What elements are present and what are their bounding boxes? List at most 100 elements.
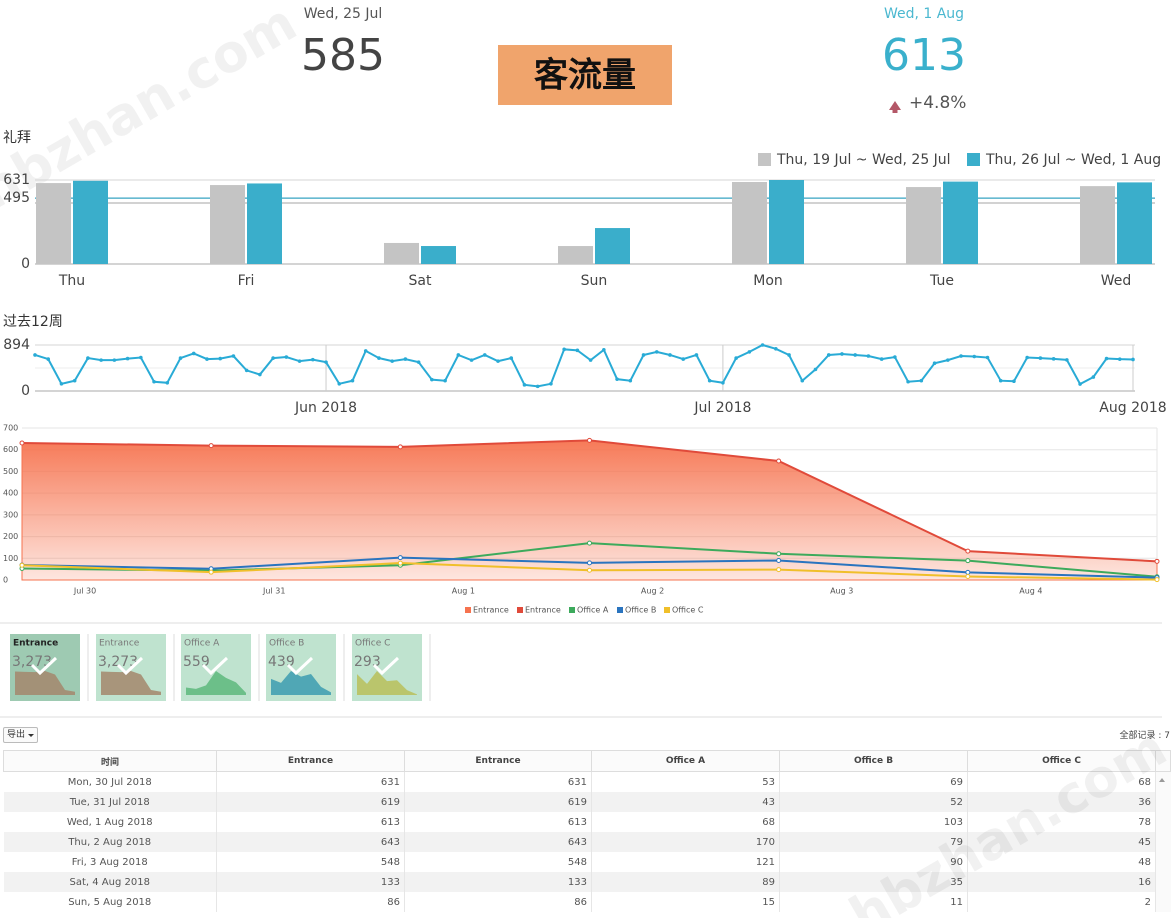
table-cell: Fri, 3 Aug 2018 — [3, 852, 217, 872]
table-row: Mon, 30 Jul 2018 631 631 53 69 68 — [3, 771, 1171, 792]
scrollbar-header — [1155, 750, 1171, 772]
point — [218, 356, 223, 361]
point — [747, 350, 752, 354]
point — [416, 360, 421, 364]
sparkline — [15, 671, 75, 695]
table-cell: 11 — [779, 892, 968, 912]
column-header[interactable]: Entrance — [216, 750, 405, 772]
table-cell: 68 — [967, 771, 1156, 792]
point — [776, 557, 782, 563]
y-tick-label: 0 — [3, 576, 8, 585]
table-cell: 45 — [967, 832, 1156, 852]
point — [205, 357, 209, 361]
point — [681, 357, 686, 361]
point — [985, 355, 990, 360]
bar — [732, 181, 767, 264]
point — [271, 356, 275, 360]
point — [258, 372, 262, 377]
check-mark — [372, 656, 400, 676]
table-cell: 16 — [967, 872, 1156, 892]
point — [456, 353, 461, 357]
table-cell: Thu, 2 Aug 2018 — [3, 832, 217, 852]
column-header[interactable]: Office B — [779, 750, 968, 772]
table-row: Fri, 3 Aug 2018 548 548 121 90 48 — [3, 852, 1171, 872]
point — [397, 555, 403, 561]
export-button[interactable]: 导出 — [3, 727, 39, 743]
bar — [73, 180, 108, 264]
bar — [906, 187, 941, 264]
point — [1025, 355, 1029, 360]
point — [575, 348, 580, 353]
tile-value: 3,273 — [98, 654, 138, 670]
point — [668, 353, 672, 357]
point — [59, 381, 64, 386]
table-cell: 53 — [591, 771, 780, 792]
x-tick-label: Thu — [58, 273, 85, 289]
table-cell: 89 — [591, 872, 780, 892]
legend-swatch — [517, 607, 523, 613]
table-cell: 36 — [967, 792, 1156, 812]
table-cell: 48 — [967, 852, 1156, 872]
point — [165, 380, 170, 385]
scrollbar — [1155, 892, 1171, 912]
change: +4.8% — [909, 93, 966, 113]
column-header[interactable]: Entrance — [404, 750, 592, 772]
sparkline — [357, 671, 417, 695]
point — [297, 359, 302, 363]
point — [965, 558, 971, 564]
point — [587, 437, 592, 443]
table-cell: Wed, 1 Aug 2018 — [3, 812, 217, 832]
point — [813, 367, 818, 372]
legend-label: Office A — [577, 606, 609, 615]
table-cell: 78 — [967, 812, 1156, 832]
point — [776, 551, 782, 557]
point — [628, 378, 633, 383]
bar — [1117, 182, 1152, 264]
data-table: 时间 Entrance Entrance Office A Office B Office… — [3, 750, 1171, 912]
legend-label: Office B — [625, 606, 656, 615]
point — [350, 378, 355, 383]
scrollbar — [1155, 872, 1171, 892]
bar — [1080, 186, 1115, 264]
column-header[interactable]: 时间 — [3, 750, 217, 772]
point — [1091, 375, 1096, 379]
legend-swatch — [569, 607, 575, 613]
bar — [421, 246, 456, 264]
charts: hbzhan.com Wed, 25 Jul 585 客流量 Wed, 1 Au… — [0, 0, 1167, 718]
bar — [36, 183, 71, 264]
legend-label: Thu, 26 Jul ~ Wed, 1 Aug — [985, 152, 1161, 168]
current-date: Wed, 1 Aug — [884, 6, 964, 22]
point — [1154, 577, 1160, 583]
table-cell: 86 — [216, 892, 405, 912]
table-cell: 631 — [216, 771, 405, 792]
table-toolbar: 导出 全部记录 : 7 — [0, 725, 1172, 745]
column-header[interactable]: Office C — [967, 750, 1156, 772]
point — [324, 360, 328, 364]
point — [800, 378, 805, 383]
x-tick-label: Jul 31 — [262, 587, 285, 596]
tile-name: Entrance — [99, 639, 140, 649]
table-cell: 619 — [216, 792, 405, 812]
point — [208, 443, 214, 449]
x-tick-label: Tue — [929, 273, 954, 289]
tile[interactable]: Entrance 3,273 — [10, 634, 89, 701]
point — [208, 569, 214, 575]
table-cell: 43 — [591, 792, 780, 812]
table-row: Tue, 31 Jul 2018 619 619 43 52 36 — [3, 792, 1171, 812]
scrollbar — [1155, 832, 1171, 852]
table-cell: 613 — [404, 812, 592, 832]
column-header[interactable]: Office A — [591, 750, 780, 772]
y-tick-label: 100 — [3, 554, 18, 563]
point — [776, 567, 782, 573]
x-tick-label: Sun — [581, 273, 608, 289]
y-tick-label: 495 — [3, 190, 30, 206]
point — [509, 356, 514, 360]
sparkline — [271, 671, 331, 695]
x-tick-label: Mon — [753, 273, 783, 289]
point — [932, 361, 937, 366]
point — [337, 381, 342, 386]
tile[interactable]: Entrance 3,273 — [96, 634, 175, 701]
